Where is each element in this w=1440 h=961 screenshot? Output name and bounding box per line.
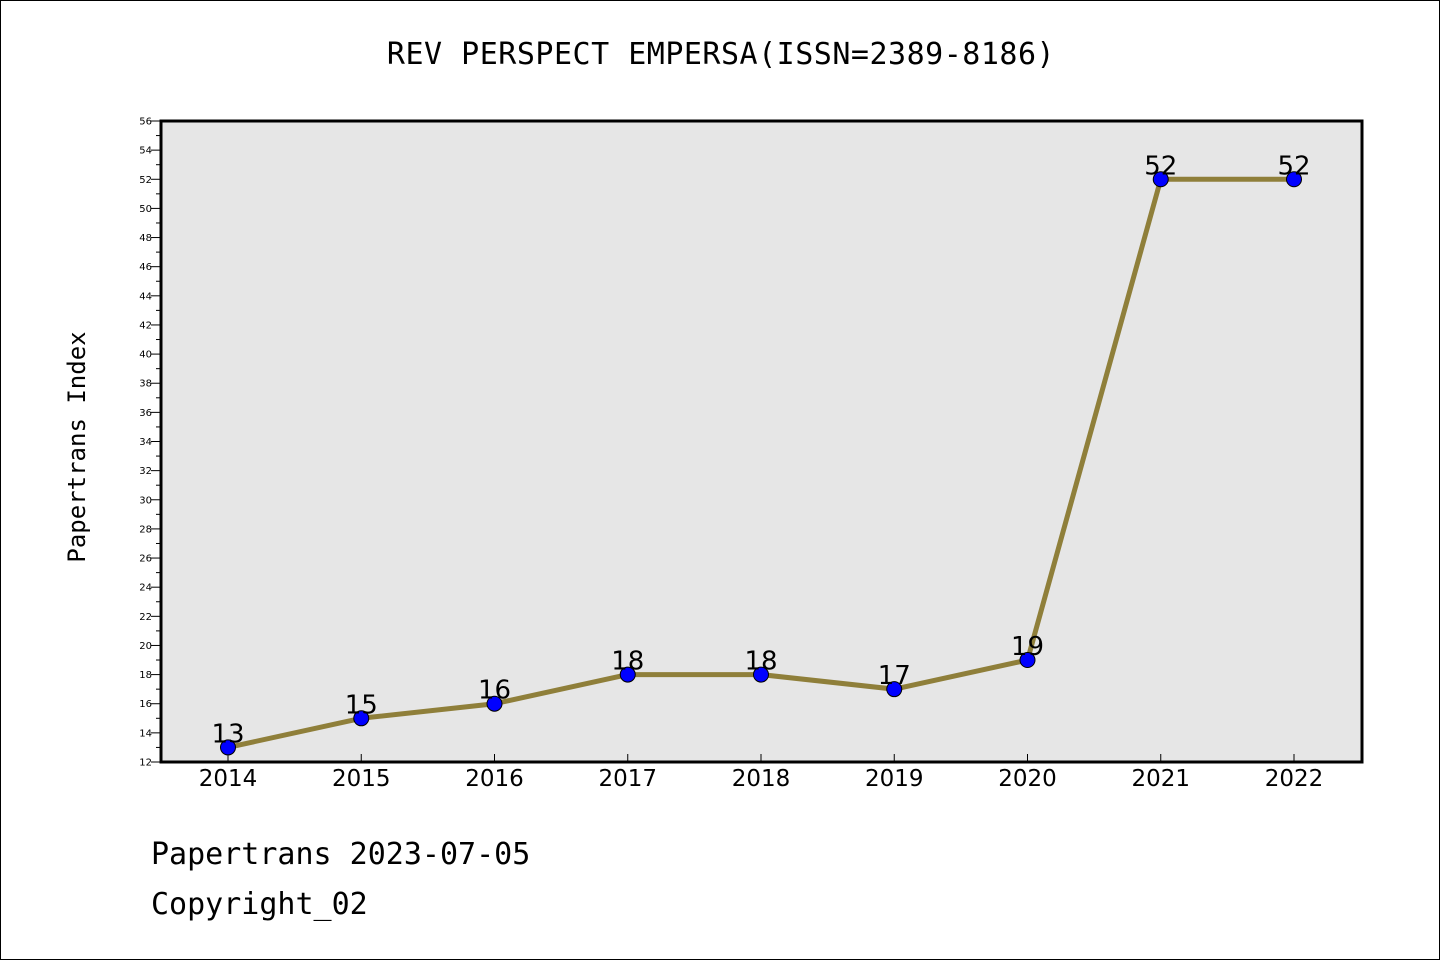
- y-axis: 12 14 16 18 20 22 24 26 28 30 32 34 36 38 40 42 44 46 48 50…: [139, 117, 161, 769]
- y-tick-label: 46: [139, 262, 152, 273]
- data-label: 19: [1011, 632, 1044, 662]
- data-label: 52: [1144, 151, 1177, 181]
- y-tick-label: 30: [139, 495, 152, 506]
- y-tick-label: 22: [139, 612, 152, 623]
- y-tick-label: 36: [139, 408, 152, 419]
- x-tick-label: 2021: [1131, 766, 1190, 792]
- y-tick-label: 26: [139, 554, 152, 565]
- x-tick-label: 2018: [732, 766, 791, 792]
- x-tick-label: 2022: [1265, 766, 1324, 792]
- footer-copyright: Copyright_02: [151, 887, 368, 922]
- data-label: 18: [744, 647, 777, 677]
- data-label: 15: [345, 690, 378, 720]
- data-label-layer: 13 15 16 18 18 17 19 52 52: [211, 151, 1310, 749]
- series-layer: [220, 171, 1302, 756]
- y-tick-label: 52: [139, 175, 152, 186]
- y-tick-label: 54: [139, 146, 152, 157]
- y-tick-label: 44: [139, 291, 152, 302]
- data-point: [1152, 171, 1169, 188]
- data-label: 13: [211, 719, 244, 749]
- x-axis: 2014 2015 2016 2017 2018 2019 2020 2021 2022: [199, 754, 1324, 792]
- y-tick-label: 12: [139, 758, 152, 769]
- x-tick-label: 2016: [465, 766, 524, 792]
- y-tick-label: 42: [139, 320, 152, 331]
- data-label: 16: [478, 676, 511, 706]
- data-point: [1286, 171, 1302, 188]
- data-point: [353, 710, 370, 727]
- y-tick-label: 48: [139, 233, 152, 244]
- x-tick-label: 2014: [199, 766, 258, 792]
- footer-date: Papertrans 2023-07-05: [151, 837, 531, 872]
- y-tick-label: 32: [139, 466, 152, 477]
- y-tick-label: 14: [139, 728, 152, 739]
- chart-title: REV PERSPECT EMPERSA(ISSN=2389-8186): [386, 37, 1056, 72]
- y-tick-label: 56: [139, 117, 152, 128]
- data-label: 52: [1277, 151, 1310, 181]
- y-tick-label: 28: [139, 524, 152, 535]
- x-tick-label: 2019: [865, 766, 924, 792]
- data-point: [220, 739, 236, 756]
- plot-area: [159, 119, 1364, 764]
- y-tick-label: 38: [139, 379, 152, 390]
- x-tick-label: 2017: [598, 766, 657, 792]
- data-point: [886, 681, 903, 698]
- y-tick-label: 16: [139, 699, 152, 710]
- data-point: [619, 666, 636, 683]
- y-tick-label: 34: [139, 437, 152, 448]
- y-tick-label: 18: [139, 670, 152, 681]
- y-tick-label: 40: [139, 350, 152, 361]
- x-tick-label: 2020: [998, 766, 1057, 792]
- data-label: 18: [611, 647, 644, 677]
- y-tick-label: 20: [139, 641, 152, 652]
- x-tick-label: 2015: [332, 766, 391, 792]
- data-point: [1019, 652, 1036, 669]
- data-point: [486, 695, 503, 712]
- data-label: 17: [878, 661, 911, 691]
- y-tick-label: 50: [139, 204, 152, 215]
- data-point: [753, 666, 769, 683]
- y-tick-label: 24: [139, 583, 152, 594]
